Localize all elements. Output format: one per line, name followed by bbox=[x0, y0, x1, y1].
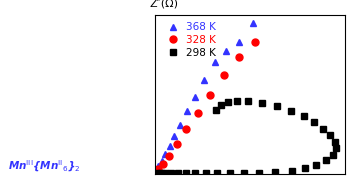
298 K bbox=[314, 164, 319, 166]
Line: 368 K: 368 K bbox=[155, 19, 256, 169]
368 K bbox=[202, 79, 207, 81]
298 K bbox=[158, 172, 163, 174]
Text: Mn$^{\rm III}${Mn$^{\rm II}$$_{6}$}$_{2}$: Mn$^{\rm III}${Mn$^{\rm II}$$_{6}$}$_{2}… bbox=[8, 159, 81, 174]
328 K bbox=[156, 168, 161, 170]
298 K bbox=[303, 167, 307, 169]
328 K bbox=[166, 155, 171, 157]
298 K bbox=[225, 101, 230, 103]
368 K bbox=[160, 160, 164, 162]
298 K bbox=[290, 170, 294, 172]
298 K bbox=[203, 172, 208, 174]
298 K bbox=[169, 172, 173, 174]
328 K bbox=[184, 128, 188, 131]
298 K bbox=[219, 104, 223, 106]
328 K bbox=[208, 94, 212, 96]
368 K bbox=[163, 153, 167, 155]
298 K bbox=[257, 171, 261, 174]
298 K bbox=[214, 109, 218, 111]
298 K bbox=[302, 115, 306, 117]
298 K bbox=[333, 141, 337, 143]
368 K bbox=[156, 165, 161, 167]
368 K bbox=[213, 61, 217, 63]
Legend: 368 K, 328 K, 298 K: 368 K, 328 K, 298 K bbox=[160, 20, 218, 60]
328 K bbox=[253, 41, 257, 43]
328 K bbox=[161, 163, 165, 165]
298 K bbox=[334, 147, 338, 149]
298 K bbox=[176, 172, 180, 174]
Line: 328 K: 328 K bbox=[155, 39, 259, 172]
368 K bbox=[185, 110, 189, 112]
328 K bbox=[237, 56, 241, 58]
368 K bbox=[193, 95, 197, 98]
368 K bbox=[172, 135, 177, 137]
298 K bbox=[215, 172, 219, 174]
298 K bbox=[228, 172, 232, 174]
368 K bbox=[224, 50, 228, 52]
298 K bbox=[184, 172, 188, 174]
298 K bbox=[235, 100, 239, 102]
298 K bbox=[241, 172, 246, 174]
328 K bbox=[195, 112, 200, 114]
368 K bbox=[168, 145, 172, 147]
368 K bbox=[178, 123, 182, 126]
368 K bbox=[237, 41, 241, 43]
298 K bbox=[331, 154, 335, 156]
298 K bbox=[163, 172, 167, 174]
328 K bbox=[222, 74, 226, 76]
298 K bbox=[289, 109, 293, 112]
298 K bbox=[273, 171, 277, 173]
Line: 298 K: 298 K bbox=[155, 98, 339, 176]
298 K bbox=[246, 100, 250, 102]
368 K bbox=[251, 22, 255, 24]
298 K bbox=[328, 134, 332, 136]
298 K bbox=[323, 159, 328, 162]
328 K bbox=[175, 143, 179, 145]
298 K bbox=[155, 172, 159, 174]
298 K bbox=[260, 102, 264, 104]
Y-axis label: Z″(Ω): Z″(Ω) bbox=[149, 0, 178, 9]
298 K bbox=[321, 128, 326, 130]
298 K bbox=[275, 105, 279, 108]
298 K bbox=[193, 172, 197, 174]
298 K bbox=[312, 121, 316, 123]
